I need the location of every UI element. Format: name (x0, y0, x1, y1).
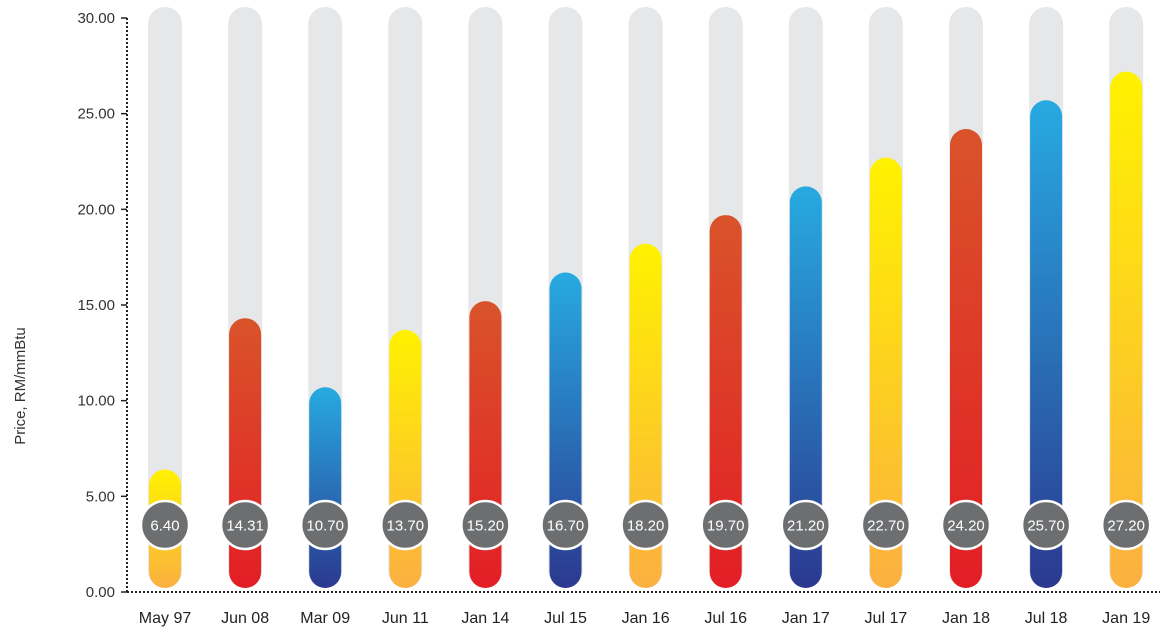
y-tick-label: 0.00 (86, 584, 115, 601)
x-tick-label: Jul 17 (865, 610, 908, 627)
value-badge-circle (540, 499, 591, 551)
value-badge: 22.70 (860, 499, 912, 551)
value-badges: 6.40 14.31 10.70 13.70 15.20 16.70 18.20 19.70 2… (139, 499, 1152, 551)
x-tick-label: Jan 16 (622, 610, 670, 627)
value-badge-circle (700, 499, 751, 551)
x-tick-label: Jun 08 (221, 610, 269, 627)
y-tick-label: 10.00 (77, 393, 115, 410)
value-badge-circle (460, 499, 511, 551)
x-tick-label: Jun 11 (382, 610, 429, 627)
x-tick-label: May 97 (139, 610, 192, 627)
bar (950, 128, 982, 588)
y-tick-label: 5.00 (86, 488, 115, 505)
y-tick-label: 15.00 (77, 297, 115, 314)
value-badge-circle (219, 499, 271, 551)
data-label: 13.70 (387, 518, 425, 535)
bar (309, 387, 342, 588)
bar (709, 215, 742, 588)
x-tick-label: Jul 15 (544, 610, 587, 627)
value-badge-circle (780, 499, 832, 551)
value-badge: 21.20 (780, 499, 832, 551)
value-badge-circle (139, 499, 191, 551)
bar (869, 157, 902, 588)
value-badge: 14.31 (219, 499, 271, 551)
x-tick-label: Jan 17 (782, 610, 830, 627)
x-tick-label: Jan 14 (461, 610, 509, 627)
bar (1110, 71, 1143, 588)
value-badge: 6.40 (139, 499, 191, 551)
data-label: 24.20 (947, 518, 985, 535)
value-badge: 10.70 (299, 499, 351, 551)
value-badge: 24.20 (940, 499, 992, 551)
bar-track (148, 7, 182, 588)
data-label: 10.70 (306, 518, 344, 535)
data-label: 15.20 (467, 518, 505, 535)
value-badge-circle (299, 499, 351, 551)
x-tick-label: Jan 18 (942, 610, 990, 627)
value-badge-circle (1100, 499, 1152, 551)
value-badge-circle (380, 499, 431, 551)
x-tick-label: Jul 16 (704, 610, 747, 627)
value-badge: 27.20 (1100, 499, 1152, 551)
x-tick-labels: May 97 Jun 08 Mar 09 Jun 11 Jan 14 Jul 15 Jan … (139, 610, 1151, 627)
data-label: 19.70 (707, 518, 745, 535)
x-tick-label: Jan 19 (1102, 610, 1150, 627)
data-label: 21.20 (787, 518, 825, 535)
data-label: 16.70 (547, 518, 585, 535)
value-badge-circle (620, 499, 671, 551)
data-label: 6.40 (150, 518, 179, 535)
x-tick-label: Mar 09 (300, 610, 350, 627)
data-label: 18.20 (627, 518, 665, 535)
data-label: 27.20 (1107, 518, 1145, 535)
bar (1030, 100, 1063, 589)
data-label: 14.31 (226, 518, 264, 535)
value-badge: 19.70 (700, 499, 751, 551)
value-badge: 25.70 (1020, 499, 1072, 551)
data-label: 25.70 (1027, 518, 1065, 535)
value-badge: 16.70 (540, 499, 591, 551)
y-tick-label: 30.00 (77, 10, 115, 27)
value-badge-circle (940, 499, 992, 551)
value-badge-circle (1020, 499, 1072, 551)
bar (789, 186, 822, 588)
y-axis-title: Price, RM/mmBtu (12, 327, 29, 445)
value-badge: 18.20 (620, 499, 671, 551)
value-badge: 13.70 (380, 499, 431, 551)
data-label: 22.70 (867, 518, 905, 535)
y-tick-label: 25.00 (77, 106, 115, 123)
x-tick-label: Jul 18 (1025, 610, 1068, 627)
y-tick-labels: 0.00 5.00 10.00 15.00 20.00 25.00 30.00 (77, 10, 127, 601)
value-badge-circle (860, 499, 912, 551)
value-badge: 15.20 (460, 499, 511, 551)
y-tick-label: 20.00 (77, 201, 115, 218)
